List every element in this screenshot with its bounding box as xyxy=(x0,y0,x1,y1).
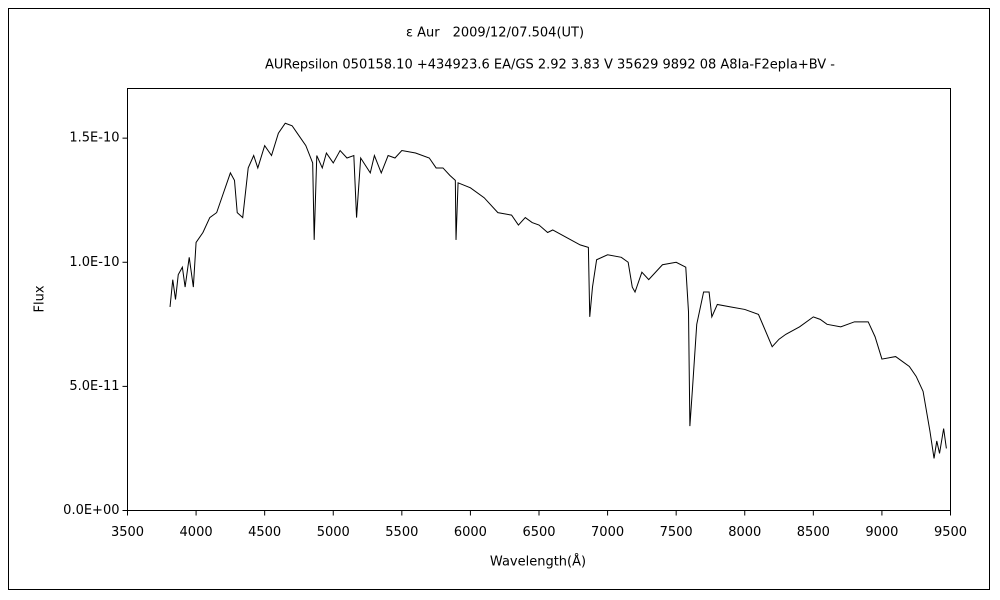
plot-area xyxy=(127,88,951,511)
spectrum-line xyxy=(169,122,947,459)
x-tick-label: 9500 xyxy=(934,525,967,540)
x-tick-label: 7500 xyxy=(660,525,693,540)
x-tick-label: 6500 xyxy=(522,525,555,540)
chart-subtitle: AURepsilon 050158.10 +434923.6 EA/GS 2.9… xyxy=(265,58,835,73)
chart-title: ε Aur 2009/12/07.504(UT) xyxy=(406,26,584,41)
x-tick-label: 5000 xyxy=(317,525,350,540)
x-tick-label: 8000 xyxy=(728,525,761,540)
y-tick-label: 1.5E-10 xyxy=(69,131,119,146)
y-tick-label: 5.0E-11 xyxy=(69,379,119,394)
x-tick-label: 5500 xyxy=(385,525,418,540)
x-tick-label: 7000 xyxy=(591,525,624,540)
x-tick-label: 6000 xyxy=(454,525,487,540)
x-tick-label: 3500 xyxy=(111,525,144,540)
y-tick-label: 1.0E-10 xyxy=(69,255,119,270)
x-tick-label: 4500 xyxy=(248,525,281,540)
y-axis-label: Flux xyxy=(33,285,48,312)
x-tick-label: 9000 xyxy=(865,525,898,540)
x-tick-label: 8500 xyxy=(797,525,830,540)
y-tick-label: 0.0E+00 xyxy=(63,503,119,518)
x-tick-label: 4000 xyxy=(180,525,213,540)
x-axis-label: Wavelength(Å) xyxy=(490,554,586,570)
